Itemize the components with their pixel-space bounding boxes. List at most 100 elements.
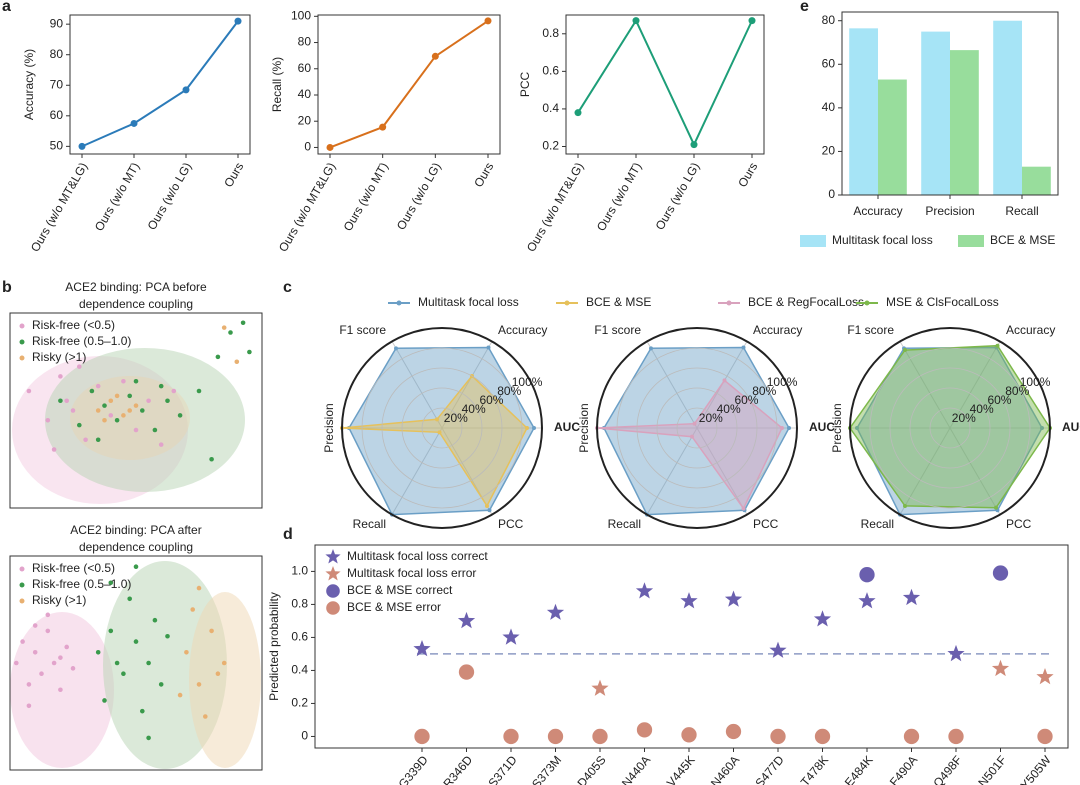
legend-label: MSE & ClsFocalLoss xyxy=(886,295,999,309)
circle-marker xyxy=(547,728,564,745)
y-tick-label: 0.6 xyxy=(542,64,559,78)
point xyxy=(165,398,170,404)
bar xyxy=(849,28,878,196)
point xyxy=(133,378,139,384)
spoke xyxy=(899,427,951,515)
spoke xyxy=(391,341,443,429)
x-tick-label: E484K xyxy=(842,753,876,785)
pca-regions xyxy=(10,348,261,769)
y-tick-label: 0 xyxy=(301,729,308,743)
point xyxy=(146,660,151,666)
x-tick-label: N440A xyxy=(619,753,653,785)
point xyxy=(58,374,63,379)
star-marker xyxy=(502,628,520,645)
radar-outline xyxy=(341,327,543,529)
axis-label: F1 score xyxy=(594,323,641,337)
x-tick-label: Ours xyxy=(471,160,496,190)
circle-marker xyxy=(903,728,920,745)
y-tick-label: 20 xyxy=(822,144,836,158)
bar xyxy=(921,31,950,195)
plot-frame xyxy=(565,14,765,155)
region xyxy=(189,592,261,768)
radial-tick-label: 40% xyxy=(717,402,741,416)
star-marker xyxy=(457,611,476,629)
point xyxy=(26,703,32,709)
radar-point xyxy=(994,505,998,510)
y-tick-label: 40 xyxy=(822,100,836,114)
legend-label: BCE & MSE xyxy=(586,295,651,309)
point xyxy=(127,408,132,413)
point xyxy=(102,698,107,703)
point xyxy=(158,442,164,447)
point xyxy=(108,580,114,586)
x-tick-label: G339D xyxy=(396,753,431,785)
circle-marker xyxy=(592,728,608,745)
point xyxy=(196,585,202,591)
radial-grid xyxy=(656,387,738,469)
point xyxy=(228,330,233,335)
circle-marker xyxy=(992,565,1009,581)
star-marker xyxy=(413,640,431,657)
radial-grid xyxy=(421,407,463,449)
spoke xyxy=(949,427,1001,515)
legend-label: BCE & MSE correct xyxy=(347,583,453,597)
x-tick-label: Ours (w/o MT&LG) xyxy=(28,160,90,254)
point xyxy=(83,437,88,443)
legend-marker xyxy=(396,300,402,306)
radar-point xyxy=(995,343,1000,348)
chart-title: ACE2 binding: PCA before xyxy=(65,280,207,294)
star-marker xyxy=(546,603,565,620)
point xyxy=(177,692,183,698)
point xyxy=(152,617,158,623)
point xyxy=(221,660,227,666)
bar xyxy=(1022,166,1051,195)
radial-tick-label: 60% xyxy=(734,393,758,407)
radial-grid xyxy=(909,387,991,469)
point xyxy=(140,408,145,413)
y-tick-label: 60 xyxy=(298,61,312,75)
point xyxy=(45,417,51,423)
point xyxy=(108,413,114,418)
point xyxy=(70,408,76,413)
point xyxy=(121,413,126,418)
point xyxy=(95,650,101,655)
circle-marker xyxy=(458,664,475,680)
legend-label: Multitask focal loss error xyxy=(347,566,476,580)
legend-marker xyxy=(564,300,570,306)
point xyxy=(45,612,51,618)
bar xyxy=(878,79,907,195)
star-marker xyxy=(635,582,654,599)
radar-point xyxy=(903,503,907,508)
y-tick-label: 100 xyxy=(291,8,311,22)
x-tick-label: Y505W xyxy=(1018,752,1054,785)
legend-label: BCE & MSE xyxy=(990,233,1055,247)
point xyxy=(632,17,640,25)
point xyxy=(146,398,151,404)
point xyxy=(158,383,164,389)
region xyxy=(70,376,190,460)
region xyxy=(45,348,245,492)
y-tick-label: 40 xyxy=(298,87,312,101)
point xyxy=(102,417,107,423)
point xyxy=(247,349,252,355)
spoke xyxy=(949,341,1001,429)
y-tick-label: 0.4 xyxy=(291,663,308,677)
point xyxy=(158,682,164,687)
point xyxy=(133,564,139,569)
x-tick-label: S477D xyxy=(752,753,787,785)
radar-point xyxy=(690,434,694,439)
x-tick-label: Ours (w/o MT&LG) xyxy=(276,160,338,254)
y-tick-label: 60 xyxy=(822,56,836,70)
legend-label: BCE & MSE error xyxy=(347,600,441,614)
point xyxy=(234,359,240,365)
radial-grid xyxy=(381,367,503,489)
point xyxy=(26,682,32,687)
point xyxy=(133,403,139,408)
point xyxy=(748,17,756,25)
point xyxy=(95,383,101,389)
circle-marker xyxy=(636,722,653,738)
x-tick-label: Ours (w/o MT) xyxy=(92,160,142,233)
radial-tick-label: 60% xyxy=(987,393,1011,407)
star-marker xyxy=(947,644,965,662)
radial-tick-label: 100% xyxy=(512,375,543,389)
